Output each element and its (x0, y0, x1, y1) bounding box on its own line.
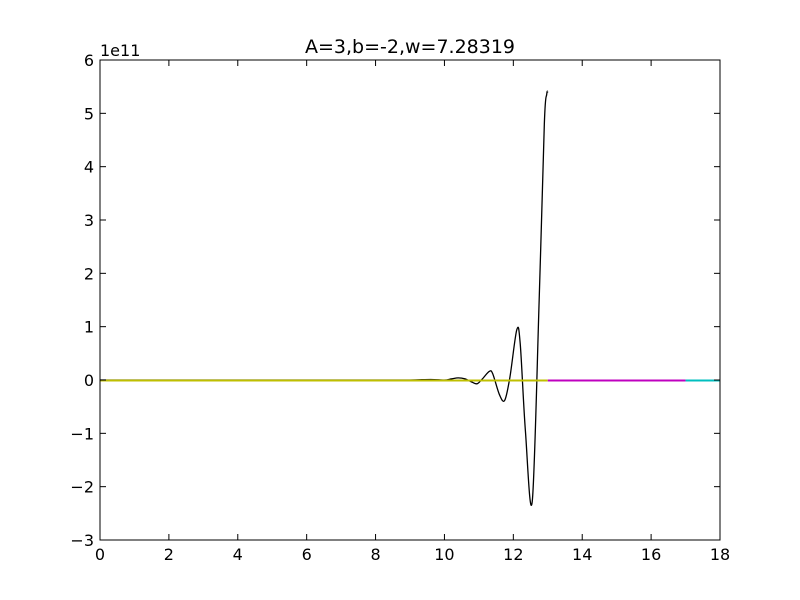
x-tick-label: 0 (95, 545, 105, 564)
x-tick-label: 10 (434, 545, 454, 564)
y-tick-label: −1 (70, 424, 94, 443)
y-tick-label: −3 (70, 531, 94, 550)
x-tick-label: 8 (370, 545, 380, 564)
x-tick-label: 12 (503, 545, 523, 564)
x-tick-label: 4 (233, 545, 243, 564)
x-tick-label: 14 (572, 545, 592, 564)
x-tick-label: 2 (164, 545, 174, 564)
y-offset-label: 1e11 (100, 41, 140, 60)
series-layer (99, 90, 720, 506)
y-tick-label: 1 (84, 318, 94, 337)
y-tick-label: −2 (70, 478, 94, 497)
y-tick-label: 4 (84, 158, 94, 177)
x-tick-label: 6 (302, 545, 312, 564)
x-tick-label: 16 (641, 545, 661, 564)
chart-title: A=3,b=-2,w=7.28319 (305, 36, 515, 58)
y-tick-label: 5 (84, 104, 94, 123)
y-tick-label: 3 (84, 211, 94, 230)
x-tick-label: 18 (710, 545, 730, 564)
y-tick-label: 2 (84, 264, 94, 283)
plot-frame (99, 59, 721, 541)
y-tick-label: 0 (84, 371, 94, 390)
y-tick-label: 6 (84, 51, 94, 70)
